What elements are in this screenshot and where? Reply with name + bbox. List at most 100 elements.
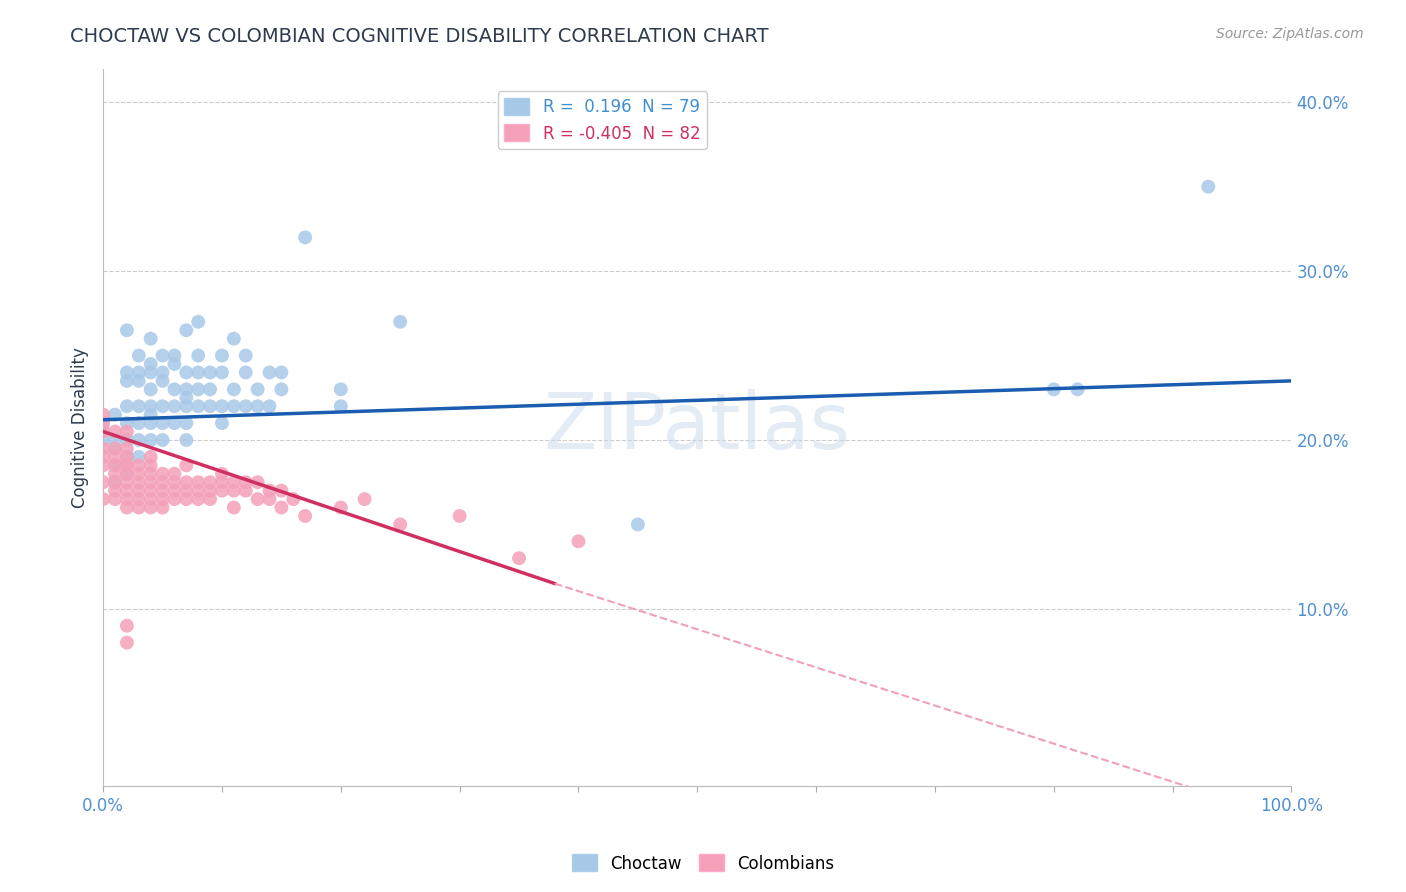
Point	[152, 492, 174, 507]
Point	[163, 467, 186, 481]
Point	[222, 332, 245, 346]
Point	[152, 500, 174, 515]
Point	[176, 399, 198, 413]
Point	[128, 374, 150, 388]
Point	[115, 399, 138, 413]
Point	[139, 332, 162, 346]
Point	[283, 492, 305, 507]
Point	[294, 230, 316, 244]
Point	[246, 492, 269, 507]
Point	[187, 475, 209, 490]
Point	[115, 425, 138, 439]
Point	[104, 483, 127, 498]
Point	[128, 475, 150, 490]
Point	[567, 534, 589, 549]
Point	[163, 349, 186, 363]
Point	[115, 450, 138, 464]
Point	[115, 500, 138, 515]
Point	[1042, 382, 1064, 396]
Point	[115, 467, 138, 481]
Point	[198, 475, 221, 490]
Point	[104, 458, 127, 473]
Point	[246, 475, 269, 490]
Point	[115, 416, 138, 430]
Point	[104, 442, 127, 456]
Point	[163, 475, 186, 490]
Point	[270, 382, 292, 396]
Point	[211, 475, 233, 490]
Point	[115, 458, 138, 473]
Point	[270, 500, 292, 515]
Point	[91, 492, 114, 507]
Point	[211, 483, 233, 498]
Point	[104, 475, 127, 490]
Point	[187, 349, 209, 363]
Point	[104, 433, 127, 447]
Point	[329, 382, 352, 396]
Point	[115, 475, 138, 490]
Point	[1066, 382, 1088, 396]
Point	[91, 450, 114, 464]
Point	[128, 366, 150, 380]
Point	[91, 416, 114, 430]
Point	[152, 349, 174, 363]
Point	[235, 349, 257, 363]
Point	[152, 475, 174, 490]
Point	[187, 315, 209, 329]
Point	[259, 366, 281, 380]
Point	[104, 408, 127, 422]
Point	[139, 475, 162, 490]
Point	[91, 408, 114, 422]
Point	[115, 483, 138, 498]
Point	[211, 349, 233, 363]
Legend: R =  0.196  N = 79, R = -0.405  N = 82: R = 0.196 N = 79, R = -0.405 N = 82	[498, 91, 707, 149]
Point	[222, 475, 245, 490]
Point	[1197, 179, 1219, 194]
Point	[163, 416, 186, 430]
Point	[139, 450, 162, 464]
Point	[163, 382, 186, 396]
Point	[246, 382, 269, 396]
Point	[139, 357, 162, 371]
Point	[91, 416, 114, 430]
Point	[152, 366, 174, 380]
Point	[91, 442, 114, 456]
Point	[139, 467, 162, 481]
Point	[91, 475, 114, 490]
Point	[115, 458, 138, 473]
Point	[91, 458, 114, 473]
Point	[176, 492, 198, 507]
Point	[211, 467, 233, 481]
Point	[104, 458, 127, 473]
Point	[115, 635, 138, 649]
Point	[139, 433, 162, 447]
Point	[389, 315, 412, 329]
Point	[259, 483, 281, 498]
Point	[259, 399, 281, 413]
Point	[329, 399, 352, 413]
Point	[128, 349, 150, 363]
Point	[222, 399, 245, 413]
Point	[128, 492, 150, 507]
Point	[187, 483, 209, 498]
Point	[198, 483, 221, 498]
Point	[91, 433, 114, 447]
Point	[222, 483, 245, 498]
Text: Source: ZipAtlas.com: Source: ZipAtlas.com	[1216, 27, 1364, 41]
Point	[139, 492, 162, 507]
Point	[115, 374, 138, 388]
Point	[176, 483, 198, 498]
Point	[270, 483, 292, 498]
Point	[198, 492, 221, 507]
Point	[294, 508, 316, 523]
Point	[163, 492, 186, 507]
Point	[139, 408, 162, 422]
Point	[235, 399, 257, 413]
Point	[176, 366, 198, 380]
Point	[187, 492, 209, 507]
Point	[222, 500, 245, 515]
Point	[627, 517, 650, 532]
Point	[211, 416, 233, 430]
Point	[198, 366, 221, 380]
Point	[128, 399, 150, 413]
